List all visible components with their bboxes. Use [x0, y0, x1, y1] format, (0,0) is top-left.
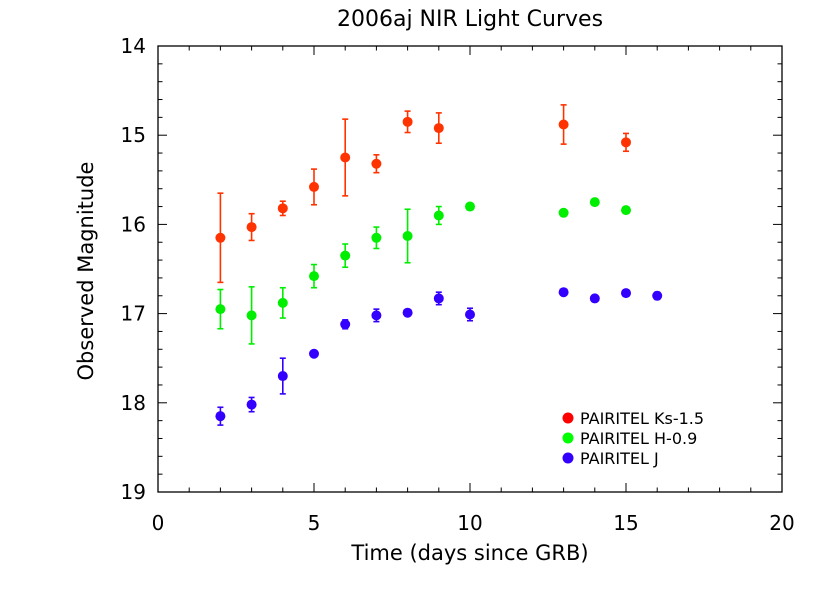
legend-label-pairitel-h-0-9: PAIRITEL H-0.9 — [580, 429, 697, 448]
y-tick-label: 19 — [121, 480, 146, 504]
y-axis-label: Observed Magnitude — [74, 162, 98, 381]
data-point-pairitel-j — [621, 288, 631, 299]
data-point-pairitel-j — [309, 348, 319, 359]
data-point-pairitel-h-0-9 — [621, 205, 631, 216]
data-point-pairitel-j — [433, 293, 444, 304]
data-point-pairitel-ks-1-5 — [215, 232, 226, 243]
x-tick-label: 20 — [769, 511, 794, 535]
legend-marker-pairitel-j — [562, 452, 574, 464]
data-point-pairitel-h-0-9 — [371, 232, 382, 243]
data-point-pairitel-ks-1-5 — [371, 158, 382, 169]
data-point-pairitel-j — [652, 290, 663, 301]
plot-frame — [157, 45, 783, 493]
data-point-pairitel-ks-1-5 — [340, 152, 351, 163]
data-point-pairitel-h-0-9 — [215, 304, 226, 315]
data-point-pairitel-h-0-9 — [246, 310, 257, 321]
data-marks — [215, 104, 663, 426]
y-tick-label: 18 — [121, 391, 146, 415]
y-tick-label: 16 — [121, 212, 146, 236]
y-tick-label: 15 — [121, 123, 146, 147]
data-point-pairitel-j — [246, 399, 257, 410]
data-point-pairitel-j — [215, 411, 226, 422]
data-point-pairitel-j — [340, 319, 351, 330]
data-point-pairitel-h-0-9 — [277, 297, 288, 308]
y-tick-label: 17 — [121, 302, 146, 326]
legend-marker-pairitel-h-0-9 — [562, 432, 574, 444]
data-point-pairitel-ks-1-5 — [621, 137, 631, 148]
data-point-pairitel-ks-1-5 — [309, 181, 319, 192]
data-point-pairitel-h-0-9 — [340, 250, 351, 261]
legend-label-pairitel-ks-1-5: PAIRITEL Ks-1.5 — [580, 409, 704, 428]
y-tick-label: 14 — [121, 34, 146, 58]
data-point-pairitel-j — [558, 287, 569, 298]
axis-tick-labels: 0 5 10 15 20 14 15 16 17 18 19 — [121, 34, 795, 535]
data-point-pairitel-h-0-9 — [465, 201, 475, 212]
data-point-pairitel-j — [465, 309, 475, 320]
data-point-pairitel-h-0-9 — [558, 207, 569, 218]
data-point-pairitel-j — [371, 310, 382, 321]
data-point-pairitel-ks-1-5 — [558, 119, 569, 130]
data-point-pairitel-ks-1-5 — [277, 203, 288, 214]
x-tick-label: 10 — [457, 511, 482, 535]
data-point-pairitel-j — [277, 371, 288, 382]
x-tick-label: 0 — [152, 511, 165, 535]
data-point-pairitel-ks-1-5 — [402, 116, 413, 127]
data-point-pairitel-h-0-9 — [309, 271, 319, 282]
data-point-pairitel-j — [589, 293, 600, 304]
data-point-pairitel-h-0-9 — [433, 210, 444, 221]
axis-ticks — [157, 45, 783, 493]
data-point-pairitel-h-0-9 — [589, 197, 600, 208]
data-point-pairitel-ks-1-5 — [433, 123, 444, 134]
chart-title: 2006aj NIR Light Curves — [337, 7, 603, 32]
legend-marker-pairitel-ks-1-5 — [562, 412, 574, 424]
data-point-pairitel-j — [402, 307, 413, 318]
data-point-pairitel-ks-1-5 — [246, 222, 257, 233]
legend-label-pairitel-j: PAIRITEL J — [580, 449, 659, 468]
x-tick-label: 5 — [308, 511, 321, 535]
x-axis-label: Time (days since GRB) — [350, 541, 588, 565]
x-tick-label: 15 — [613, 511, 638, 535]
data-point-pairitel-h-0-9 — [402, 230, 413, 241]
